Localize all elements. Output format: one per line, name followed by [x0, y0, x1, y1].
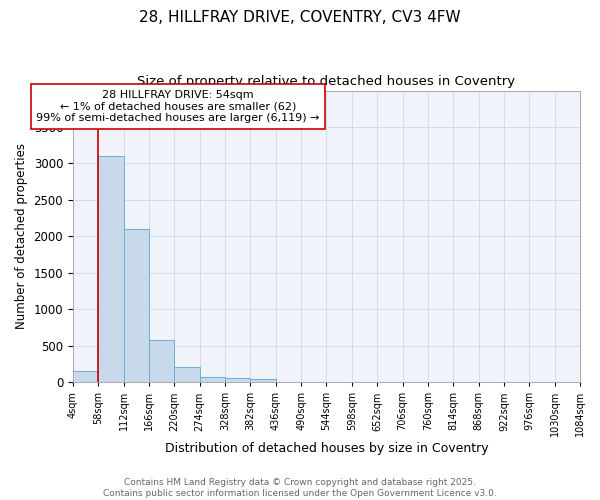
- Bar: [200, 376, 225, 382]
- Bar: [149, 340, 175, 382]
- Text: 28, HILLFRAY DRIVE, COVENTRY, CV3 4FW: 28, HILLFRAY DRIVE, COVENTRY, CV3 4FW: [139, 10, 461, 25]
- Bar: [225, 378, 250, 382]
- Bar: [250, 379, 276, 382]
- Bar: [124, 229, 149, 382]
- Y-axis label: Number of detached properties: Number of detached properties: [15, 144, 28, 330]
- Bar: [98, 156, 124, 382]
- Text: 28 HILLFRAY DRIVE: 54sqm
← 1% of detached houses are smaller (62)
99% of semi-de: 28 HILLFRAY DRIVE: 54sqm ← 1% of detache…: [37, 90, 320, 123]
- Text: Contains HM Land Registry data © Crown copyright and database right 2025.
Contai: Contains HM Land Registry data © Crown c…: [103, 478, 497, 498]
- Title: Size of property relative to detached houses in Coventry: Size of property relative to detached ho…: [137, 75, 515, 88]
- Bar: [175, 367, 200, 382]
- Bar: [73, 371, 98, 382]
- X-axis label: Distribution of detached houses by size in Coventry: Distribution of detached houses by size …: [164, 442, 488, 455]
